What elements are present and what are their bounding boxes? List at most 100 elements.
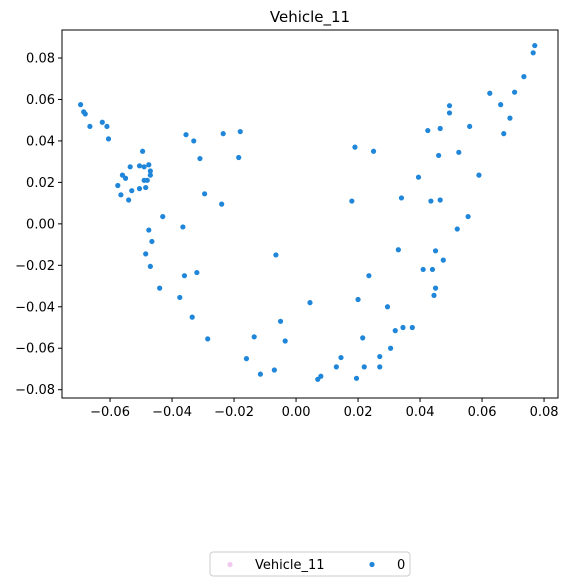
data-point [87,123,93,130]
plot-area-frame [61,29,559,399]
data-point [205,336,211,342]
data-point [521,74,527,80]
data-point [251,334,257,340]
data-point [338,354,344,361]
data-point [487,90,493,96]
data-point [143,184,149,191]
legend: Vehicle_11 0 [209,551,411,577]
data-point [141,164,147,170]
data-point [194,269,200,276]
data-points [78,42,538,382]
data-point [191,138,197,144]
data-point [456,149,462,155]
x-tick-label: 0.02 [344,405,373,420]
data-point [377,364,383,370]
data-point [498,102,504,108]
data-point [532,42,538,49]
data-point [454,226,460,232]
data-point [271,367,277,373]
data-point [126,197,132,203]
data-point [129,188,135,194]
data-point [146,162,152,168]
data-point [377,353,383,360]
data-point [149,238,155,245]
legend-label-vehicle-11: Vehicle_11 [255,558,325,573]
data-point [353,375,360,381]
legend-box [209,551,411,577]
data-point [78,102,84,108]
data-point [157,285,163,291]
data-point [118,192,124,198]
data-point [437,197,443,203]
data-point [183,132,189,138]
y-tick-label: 0.08 [26,51,55,66]
data-point [476,172,482,178]
data-point [307,300,313,306]
data-point [395,247,401,253]
data-point [398,195,405,201]
data-point [127,164,133,170]
data-point [360,335,366,341]
data-point [425,127,431,134]
data-point [277,318,284,324]
data-point [436,152,442,159]
x-tick-label: 0.08 [530,405,559,420]
data-point [530,50,536,56]
data-point [99,119,105,125]
y-tick-label: 0.04 [26,134,55,149]
y-tick-label: 0.06 [26,93,55,108]
data-point [243,356,250,362]
y-tick-label: −0.02 [15,259,55,274]
legend-marker-vehicle-11 [227,561,233,568]
data-point [189,314,195,320]
data-point [388,345,394,351]
data-point [420,266,426,273]
data-point [122,175,129,181]
y-tick-label: 0.02 [26,176,55,191]
data-point [104,123,110,130]
data-point [147,172,153,178]
data-point [437,125,443,132]
x-tick-label: 0.04 [406,405,435,420]
data-point [392,328,398,334]
data-point [440,257,446,263]
data-point [400,324,406,331]
data-point [370,148,377,154]
data-point [136,163,143,169]
y-tick-label: −0.08 [15,383,55,398]
data-point [352,144,358,150]
data-point [511,89,518,95]
data-point [409,324,415,331]
legend-label-0: 0 [397,558,405,573]
data-point [501,131,507,137]
data-point [181,273,188,279]
data-point [273,252,279,258]
chart-title: Vehicle_11 [270,8,350,27]
data-point [219,201,225,207]
data-point [105,136,112,142]
data-point [467,123,473,130]
x-tick-label: −0.02 [214,405,254,420]
data-point [146,227,152,233]
x-axis-ticks: −0.06 −0.04 −0.02 0.00 0.02 0.04 0.06 0.08 [90,398,559,420]
data-point [81,109,87,115]
data-point [432,285,439,291]
data-point [143,251,149,257]
data-point [431,292,437,298]
data-point [147,263,153,269]
data-point [446,103,453,109]
data-point [136,186,143,192]
data-point [160,213,166,220]
legend-marker-0 [369,561,375,568]
data-point [202,191,208,197]
data-point [140,148,146,154]
x-tick-label: −0.04 [152,405,192,420]
y-tick-label: −0.06 [15,342,55,357]
x-tick-label: 0.06 [468,405,497,420]
data-point [507,115,513,121]
x-tick-label: −0.06 [90,405,130,420]
data-point [318,373,324,379]
data-point [220,131,226,137]
data-point [282,338,288,344]
